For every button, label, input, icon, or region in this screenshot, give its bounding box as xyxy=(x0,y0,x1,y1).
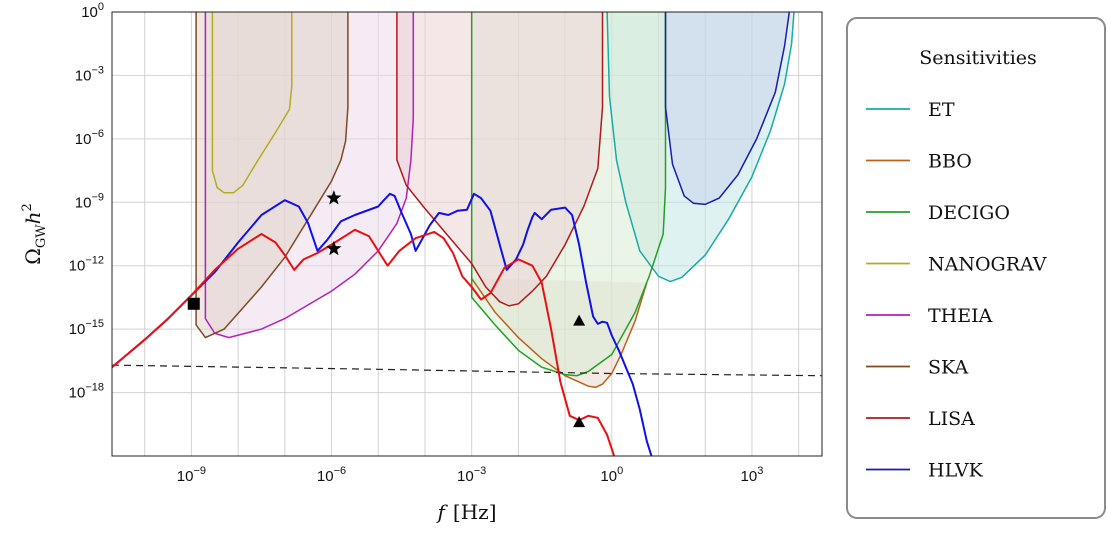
legend-label: BBO xyxy=(928,151,972,173)
y-tick-labels: 100 10−3 10−6 10−9 10−12 10−15 10−18 xyxy=(69,1,104,402)
spectra-lines xyxy=(112,192,653,456)
legend: Sensitivities ET BBO DECIGO NANOGRAV THEIA SK… xyxy=(846,17,1106,519)
legend-entry-decigo: DECIGO xyxy=(866,202,1010,224)
x-tick-label: 10−6 xyxy=(317,465,346,485)
nanograv-sensitivity-curve xyxy=(211,12,293,194)
star-marker xyxy=(326,190,342,205)
legend-entry-theia: THEIA xyxy=(866,305,993,327)
reference-line xyxy=(112,364,822,377)
markers xyxy=(187,190,586,428)
ska-fill xyxy=(196,12,348,338)
legend-entry-ska: SKA xyxy=(866,357,968,379)
legend-entries: ET BBO DECIGO NANOGRAV THEIA SKA LISA HLVK xyxy=(866,99,1047,482)
legend-label: SKA xyxy=(928,357,968,379)
hlvk-sensitivity-curve xyxy=(664,12,791,206)
y-tick-label: 10−3 xyxy=(75,64,104,84)
legend-entry-hlvk: HLVK xyxy=(866,460,984,482)
x-tick-labels: 10−9 10−6 10−3 100 103 xyxy=(177,465,764,485)
y-tick-label: 10−12 xyxy=(69,255,104,275)
x-axis-title: f [Hz] xyxy=(436,500,497,524)
legend-label: HLVK xyxy=(928,460,984,482)
blue-model-spectrum xyxy=(112,192,653,456)
legend-entry-et: ET xyxy=(866,99,955,121)
ska-sensitivity-curve xyxy=(195,12,349,339)
hlvk-fill xyxy=(665,12,790,205)
legend-label: NANOGRAV xyxy=(928,254,1047,276)
legend-title: Sensitivities xyxy=(919,47,1037,69)
x-tick-label: 10−9 xyxy=(177,465,206,485)
legend-box xyxy=(846,17,1106,519)
lisa-sensitivity-curve xyxy=(396,12,604,307)
lisa-fill xyxy=(396,12,603,306)
et-sensitivity-curve xyxy=(606,12,795,283)
sensitivity-fills xyxy=(196,12,794,388)
x-tick-label: 10−3 xyxy=(457,465,486,485)
y-axis-title: ΩGWh2 xyxy=(20,203,49,265)
dashed-reference-line xyxy=(112,364,822,377)
x-tick-label: 103 xyxy=(741,465,764,485)
y-tick-label: 10−15 xyxy=(69,318,104,338)
y-tick-label: 100 xyxy=(81,1,104,21)
theia-sensitivity-curve xyxy=(204,12,415,339)
legend-entry-lisa: LISA xyxy=(866,408,975,430)
svg-text:ΩGWh2: ΩGWh2 xyxy=(20,203,49,265)
bbo-sensitivity-curve xyxy=(471,277,648,389)
triangle-marker xyxy=(573,314,586,326)
legend-label: DECIGO xyxy=(928,202,1010,224)
y-tick-label: 10−6 xyxy=(75,128,104,148)
square-marker xyxy=(187,297,200,310)
legend-entry-nanograv: NANOGRAV xyxy=(866,254,1047,276)
legend-entry-bbo: BBO xyxy=(866,151,972,173)
triangle-marker xyxy=(573,416,586,428)
x-tick-label: 100 xyxy=(600,465,623,485)
y-tick-label: 10−18 xyxy=(69,382,104,402)
legend-label: ET xyxy=(928,99,955,121)
plot-frame xyxy=(111,11,823,457)
red-model-spectrum xyxy=(112,228,616,456)
legend-label: LISA xyxy=(928,408,975,430)
legend-label: THEIA xyxy=(928,305,993,327)
y-tick-label: 10−9 xyxy=(75,191,104,211)
star-marker xyxy=(326,240,342,256)
